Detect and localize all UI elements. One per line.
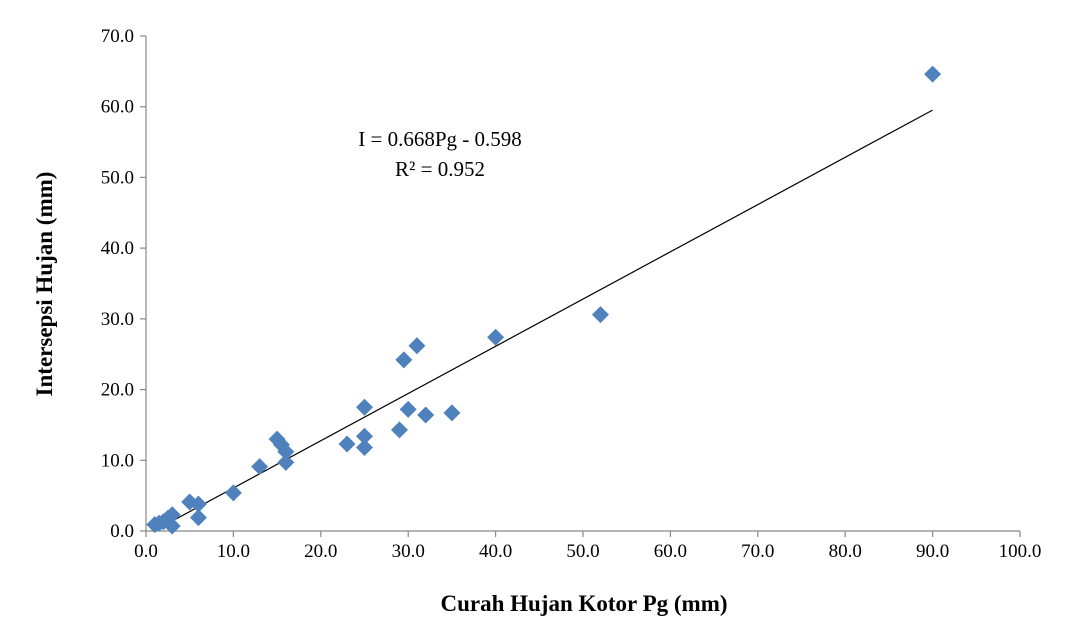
y-tick-label: 70.0 xyxy=(101,26,134,47)
data-point-diamond xyxy=(356,427,373,445)
y-tick-label: 30.0 xyxy=(101,309,134,330)
y-axis-ticks: 0.0 10.0 20.0 30.0 40.0 50.0 60.0 70.0 xyxy=(101,26,146,542)
x-tick-label: 80.0 xyxy=(829,541,862,562)
data-point-diamond xyxy=(390,421,408,439)
data-point-diamond xyxy=(224,484,242,502)
y-tick-label: 10.0 xyxy=(101,450,134,471)
data-point-diamond xyxy=(356,439,373,457)
x-tick-label: 60.0 xyxy=(654,541,687,562)
data-point-diamond xyxy=(395,351,413,369)
data-point-diamond xyxy=(487,328,505,346)
x-tick-label: 10.0 xyxy=(217,541,250,562)
y-tick-label: 20.0 xyxy=(101,380,134,401)
trendline xyxy=(154,109,933,532)
data-point-diamond xyxy=(189,509,207,527)
r-squared-label: R² = 0.952 xyxy=(395,157,485,181)
y-tick-label: 50.0 xyxy=(101,167,134,188)
y-tick-label: 40.0 xyxy=(101,238,134,259)
x-axis-ticks: 0.0 10.0 20.0 30.0 40.0 50.0 60.0 70.0 80.0 90.0 1… xyxy=(134,531,1041,562)
x-tick-label: 90.0 xyxy=(916,541,949,562)
data-point-diamond xyxy=(163,517,181,535)
data-point-diamond xyxy=(356,398,373,416)
data-point-diamond xyxy=(591,306,609,324)
x-tick-label: 30.0 xyxy=(392,541,425,562)
data-points xyxy=(146,65,942,535)
data-point-diamond xyxy=(277,453,295,471)
x-tick-label: 50.0 xyxy=(566,541,599,562)
data-point-diamond xyxy=(338,435,356,453)
data-point-diamond xyxy=(163,506,181,524)
data-point-diamond xyxy=(443,404,461,422)
data-point-diamond xyxy=(408,337,426,355)
y-tick-label: 0.0 xyxy=(110,521,134,542)
data-point-diamond xyxy=(417,406,435,424)
x-tick-label: 40.0 xyxy=(479,541,512,562)
data-point-diamond xyxy=(277,443,295,461)
data-point-diamond xyxy=(189,495,207,513)
y-tick-label: 60.0 xyxy=(101,97,134,118)
x-tick-label: 0.0 xyxy=(134,541,158,562)
x-tick-label: 70.0 xyxy=(741,541,774,562)
x-axis-title: Curah Hujan Kotor Pg (mm) xyxy=(440,591,727,616)
x-tick-label: 20.0 xyxy=(304,541,337,562)
y-axis-title: Intersepsi Hujan (mm) xyxy=(32,172,57,397)
data-point-diamond xyxy=(399,400,417,418)
x-tick-label: 100.0 xyxy=(999,541,1042,562)
data-point-diamond xyxy=(924,65,942,83)
regression-equation: I = 0.668Pg - 0.598 xyxy=(358,127,522,151)
data-point-diamond xyxy=(251,458,269,476)
